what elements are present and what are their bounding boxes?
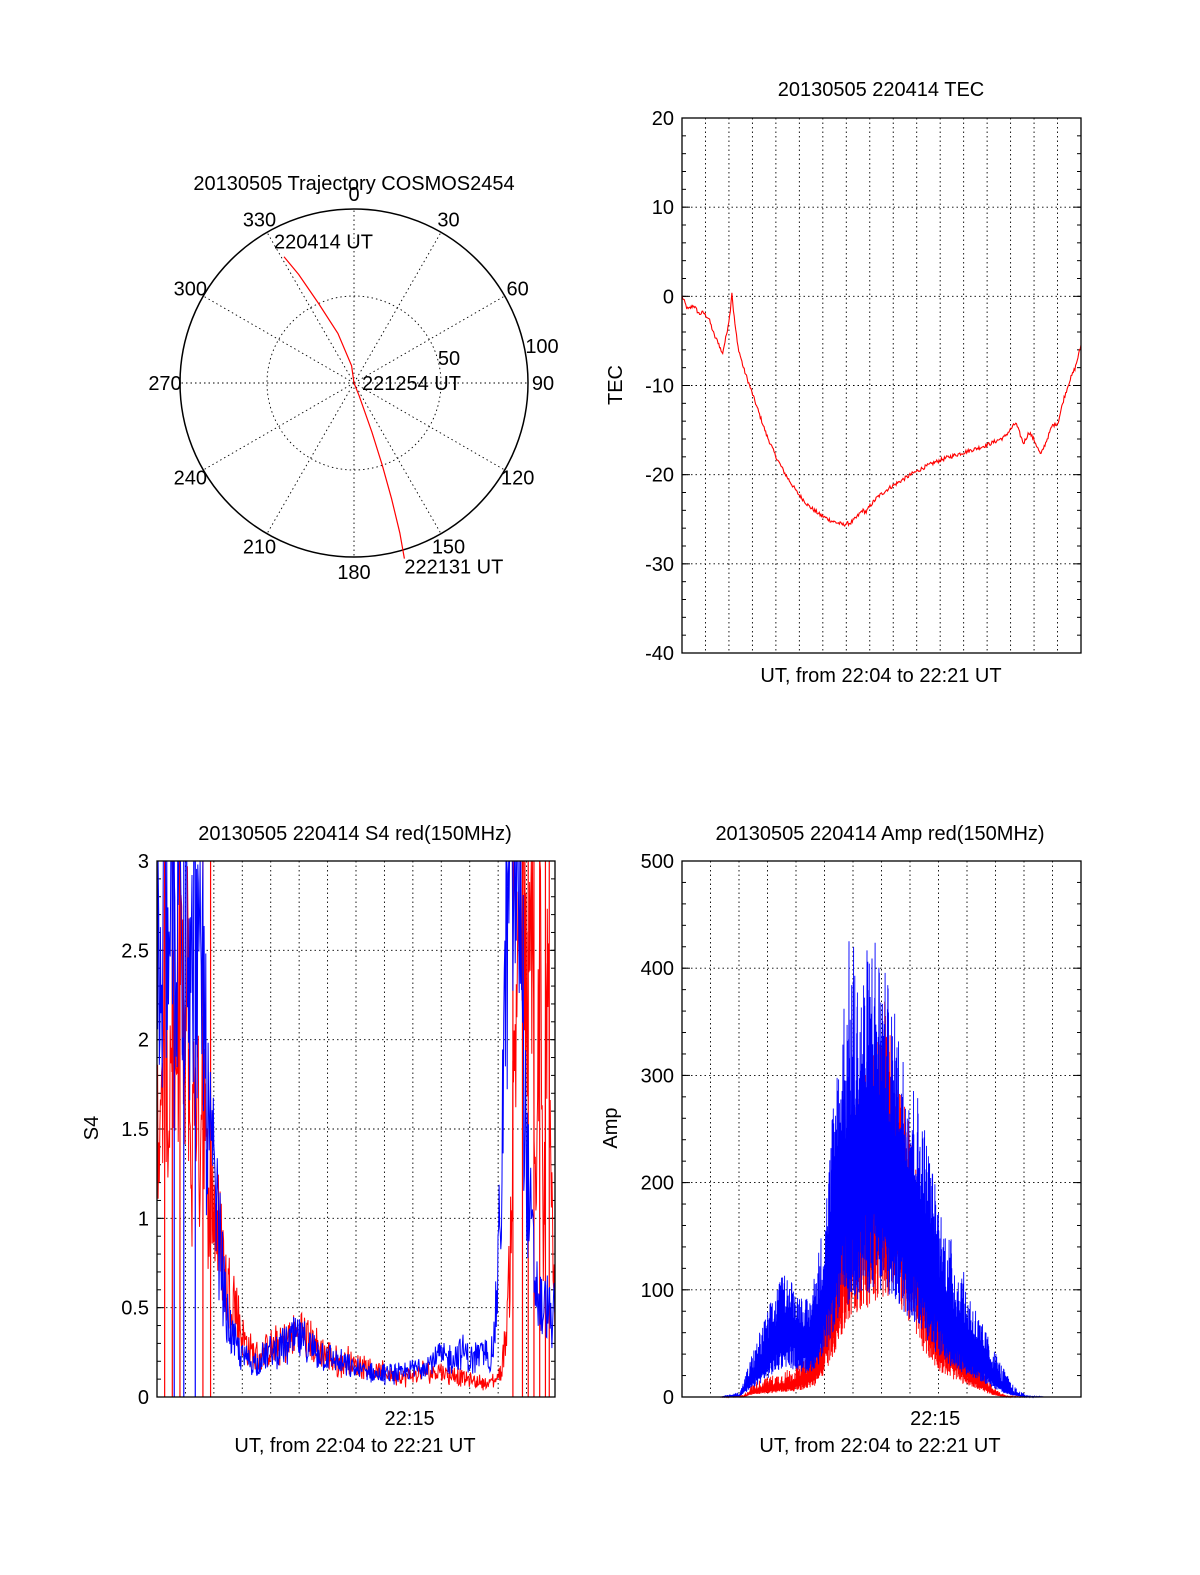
tec-ylabel: TEC [605, 365, 627, 405]
polar-angle-label: 270 [148, 373, 181, 395]
y-tick-label: 0 [663, 1387, 674, 1409]
polar-spoke [353, 295, 505, 384]
tec-plot: 20130505 220414 TEC UT, from 22:04 to 22… [605, 79, 1082, 687]
polar-outer-circle [179, 208, 529, 558]
y-tick-label: 200 [641, 1173, 674, 1195]
polar-title: 20130505 Trajectory COSMOS2454 [193, 173, 514, 195]
s4-xlabel: UT, from 22:04 to 22:21 UT [234, 1435, 475, 1457]
y-tick-label: 10 [652, 197, 674, 219]
y-tick-label: 1.5 [121, 1119, 149, 1141]
y-tick-label: 0 [138, 1387, 149, 1409]
series-blue [682, 941, 1082, 1399]
s4-line [156, 860, 556, 1386]
polar-angle-label: 330 [243, 209, 276, 231]
polar-angle-label: 210 [243, 537, 276, 559]
x-tick-label: 22:15 [910, 1408, 960, 1430]
polar-radius-label: 50 [438, 348, 460, 370]
polar-spoke [353, 232, 442, 384]
track-end-label: 222131 UT [404, 557, 503, 579]
amp-plot-area: 0 100 200 300 400 500 22:15 [641, 851, 1082, 1430]
y-tick-label: 0 [663, 286, 674, 308]
polar-angle-label: 60 [507, 279, 529, 301]
polar-spoke [353, 382, 505, 471]
polar-angle-labels: 0 30 60 90 120 150 180 210 240 270 300 330 [148, 184, 554, 584]
polar-angle-label: 300 [174, 279, 207, 301]
series-TEC [681, 292, 1082, 528]
y-tick-label: 0.5 [121, 1298, 149, 1320]
tec-line [681, 292, 1082, 528]
y-tick-label: -10 [645, 376, 674, 398]
polar-spoke [203, 382, 355, 471]
polar-angle-label: 150 [432, 537, 465, 559]
s4-plot-area: 0 0.5 1 1.5 2 2.5 3 22:15 [121, 851, 556, 1430]
amp-line [682, 941, 1082, 1399]
s4-ylabel: S4 [81, 1116, 103, 1140]
y-tick-label: -20 [645, 465, 674, 487]
tec-plot-area: -40 -30 -20 -10 0 10 20 [645, 108, 1082, 665]
x-tick-label: 22:15 [385, 1408, 435, 1430]
polar-angle-label: 240 [174, 468, 207, 490]
y-tick-label: 3 [138, 851, 149, 873]
polar-radius-label: 100 [525, 336, 558, 358]
y-tick-label: 400 [641, 958, 674, 980]
amp-xlabel: UT, from 22:04 to 22:21 UT [759, 1435, 1000, 1457]
plot-frame [156, 860, 556, 1398]
y-tick-label: 100 [641, 1280, 674, 1302]
polar-angle-label: 120 [501, 468, 534, 490]
s4-line [156, 860, 556, 1391]
polar-radius-labels: 50 100 [438, 336, 559, 370]
y-tick-label: 1 [138, 1208, 149, 1230]
polar-angle-label: 90 [532, 373, 554, 395]
y-tick-label: 300 [641, 1065, 674, 1087]
y-tick-label: -40 [645, 643, 674, 665]
polar-grid [179, 208, 529, 558]
s4-title: 20130505 220414 S4 red(150MHz) [198, 823, 512, 845]
polar-spoke [203, 295, 355, 384]
amp-title: 20130505 220414 Amp red(150MHz) [715, 823, 1044, 845]
track-start-label: 220414 UT [274, 232, 373, 254]
polar-spoke [266, 232, 355, 384]
y-tick-label: 20 [652, 108, 674, 130]
plot-frame [681, 860, 1082, 1398]
tec-title: 20130505 220414 TEC [778, 79, 984, 101]
track-mid-label: 221254 UT [362, 373, 461, 395]
y-tick-label: 500 [641, 851, 674, 873]
polar-trajectory-plot: 20130505 Trajectory COSMOS2454 0 30 60 90 12… [148, 173, 558, 584]
s4-plot: 20130505 220414 S4 red(150MHz) UT, from … [81, 823, 556, 1457]
plot-frame [681, 117, 1082, 654]
polar-spoke [353, 382, 442, 534]
polar-angle-label: 0 [348, 184, 359, 206]
polar-spoke [266, 382, 355, 534]
y-tick-label: 2.5 [121, 940, 149, 962]
amp-ylabel: Amp [600, 1107, 622, 1148]
trajectory-line [283, 256, 405, 559]
amp-plot: 20130505 220414 Amp red(150MHz) UT, from… [600, 823, 1082, 1457]
y-tick-label: 2 [138, 1030, 149, 1052]
polar-angle-label: 30 [437, 209, 459, 231]
y-tick-label: -30 [645, 554, 674, 576]
series-blue [156, 860, 556, 1397]
polar-angle-label: 180 [337, 562, 370, 584]
tec-xlabel: UT, from 22:04 to 22:21 UT [760, 665, 1001, 687]
